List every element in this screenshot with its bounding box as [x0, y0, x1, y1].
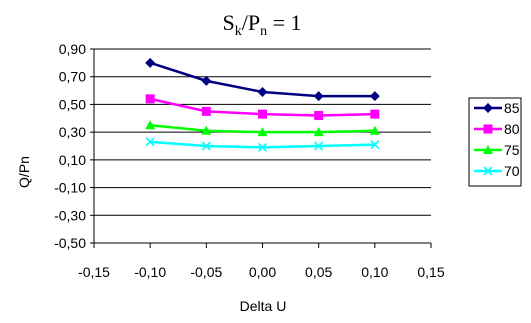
- x-tick-label-0: -0,15: [78, 264, 110, 280]
- y-tick-label-7: -0,50: [54, 235, 86, 251]
- y-tick-label-0: 0,90: [59, 41, 86, 57]
- data-point-70-1: [201, 141, 211, 151]
- data-point-80-2: [258, 109, 267, 119]
- legend-item-70: 70: [474, 163, 520, 179]
- x-tick-label-4: 0,05: [305, 264, 332, 280]
- data-point-75-1: [201, 125, 212, 135]
- data-point-85-3: [313, 91, 324, 102]
- chart-title: Sk/Pn = 1: [222, 10, 301, 39]
- series-85: [145, 57, 380, 102]
- legend-label-70: 70: [504, 163, 520, 179]
- data-point-85-0: [145, 57, 156, 68]
- axes: [93, 49, 432, 248]
- data-point-80-0: [145, 94, 155, 104]
- data-point-75-2: [257, 127, 268, 137]
- data-point-70-0: [145, 137, 155, 147]
- y-tick-label-5: -0,10: [54, 180, 86, 196]
- legend-marker-70: [483, 166, 493, 176]
- data-point-75-0: [145, 120, 156, 130]
- x-axis-label: Delta U: [240, 298, 287, 314]
- data-point-70-2: [257, 142, 268, 152]
- legend-marker-85: [483, 103, 493, 113]
- x-tick-label-1: -0,10: [134, 264, 166, 280]
- x-tick-label-6: 0,15: [417, 264, 444, 280]
- legend-marker-75: [483, 145, 493, 154]
- data-point-80-4: [370, 109, 380, 119]
- series-group: [145, 57, 380, 152]
- y-axis-label: Q/Pn: [16, 156, 32, 188]
- data-point-85-4: [369, 91, 380, 102]
- data-point-80-3: [314, 111, 324, 121]
- legend: 85 80 75 70: [468, 97, 522, 187]
- data-point-85-1: [201, 75, 212, 86]
- legend-marker-80: [483, 124, 493, 134]
- x-tick-label-3: 0,00: [249, 264, 276, 280]
- legend-label-85: 85: [504, 100, 520, 116]
- data-point-85-2: [257, 86, 268, 97]
- series-70: [145, 137, 380, 152]
- data-point-75-3: [313, 127, 324, 137]
- y-tick-label-4: 0,10: [59, 152, 86, 168]
- data-point-75-4: [369, 125, 380, 135]
- y-tick-label-1: 0,70: [59, 69, 86, 85]
- y-tick-label-2: 0,50: [59, 96, 86, 112]
- x-tick-labels: -0,15 -0,10 -0,05 0,00 0,05 0,10 0,15: [78, 264, 445, 280]
- y-tick-labels: 0,90 0,70 0,50 0,30 0,10 -0,10 -0,30 -0,50: [54, 41, 86, 251]
- data-point-70-3: [314, 141, 324, 151]
- legend-label-75: 75: [504, 142, 520, 158]
- y-tick-label-6: -0,30: [54, 207, 86, 223]
- legend-item-85: 85: [474, 100, 520, 116]
- y-tick-label-3: 0,30: [59, 124, 86, 140]
- x-tick-label-5: 0,10: [361, 264, 388, 280]
- legend-item-75: 75: [474, 142, 520, 158]
- data-point-70-4: [370, 140, 380, 150]
- x-tick-label-2: -0,05: [190, 264, 222, 280]
- legend-label-80: 80: [504, 121, 520, 137]
- data-point-80-1: [201, 106, 211, 116]
- series-75: [145, 120, 380, 137]
- legend-item-80: 80: [474, 121, 520, 137]
- series-80: [145, 94, 380, 121]
